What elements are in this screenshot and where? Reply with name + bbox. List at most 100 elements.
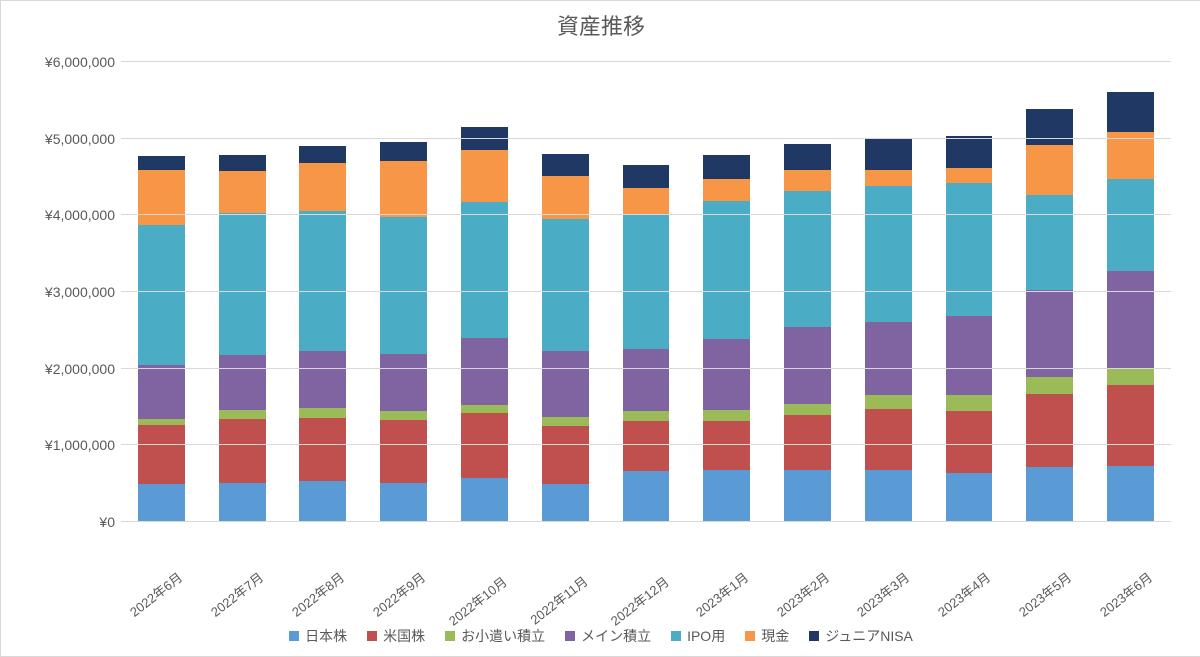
bar-segment-jp_stock [784,470,831,521]
bar-segment-us_stock [219,419,266,483]
bar-segment-okozukai [623,411,670,420]
y-axis-label: ¥2,000,000 [45,361,121,377]
bar-segment-jp_stock [138,484,185,521]
x-axis-label: 2023年2月 [821,529,882,582]
bar-segment-jp_stock [1107,466,1154,521]
legend-label: お小遣い積立 [461,626,545,646]
legend-item-ipo: IPO用 [671,626,725,646]
bar-segment-okozukai [1107,368,1154,385]
bar-segment-ipo [138,225,185,365]
gridline: ¥0 [121,521,1171,522]
bar-segment-jr_nisa [623,165,670,188]
bar-segment-main_tsum [946,316,993,395]
bar-segment-main_tsum [703,339,750,410]
gridline: ¥2,000,000 [121,368,1171,369]
bar-segment-jr_nisa [865,139,912,170]
bar-segment-ipo [946,183,993,316]
bar-segment-us_stock [380,420,427,483]
bar-segment-main_tsum [865,322,912,396]
asset-chart: 資産推移 ¥0¥1,000,000¥2,000,000¥3,000,000¥4,… [0,0,1200,657]
legend-label: 米国株 [383,626,425,646]
bar-segment-us_stock [138,425,185,484]
bar-segment-jr_nisa [703,155,750,179]
y-axis-label: ¥3,000,000 [45,284,121,300]
bar-segment-ipo [299,211,346,351]
bar-segment-ipo [461,202,508,338]
bar-segment-cash [138,170,185,225]
legend-swatch [289,631,299,641]
bar-segment-us_stock [542,426,589,484]
gridline: ¥1,000,000 [121,444,1171,445]
bar-segment-ipo [784,191,831,327]
bar-segment-jp_stock [623,471,670,521]
x-axis-label: 2023年3月 [901,529,962,582]
bar-segment-okozukai [865,395,912,409]
bar-segment-jp_stock [946,473,993,521]
x-axis-label: 2022年12月 [661,529,727,587]
legend-label: 日本株 [305,626,347,646]
bar-segment-us_stock [865,409,912,470]
bar-segment-okozukai [542,417,589,426]
bar-stack [542,154,589,521]
y-axis-label: ¥0 [99,514,121,530]
bar-segment-okozukai [946,395,993,410]
bar-segment-main_tsum [219,355,266,410]
bar-segment-cash [1107,132,1154,180]
bar-segment-okozukai [1026,377,1073,394]
bar-segment-jp_stock [461,478,508,521]
bar-stack [865,139,912,521]
bar-stack [1107,92,1154,521]
bar-segment-us_stock [1107,385,1154,466]
bar-segment-cash [380,161,427,218]
gridline: ¥5,000,000 [121,138,1171,139]
legend-label: ジュニアNISA [825,626,913,646]
bar-segment-jp_stock [1026,467,1073,521]
legend: 日本株米国株お小遣い積立メイン積立IPO用現金ジュニアNISA [1,626,1200,646]
bar-stack [784,144,831,521]
bar-segment-ipo [623,214,670,348]
bar-segment-okozukai [380,411,427,420]
bar-segment-us_stock [299,418,346,482]
bar-segment-ipo [219,213,266,355]
x-axis-label: 2022年8月 [336,529,397,582]
plot-area: ¥0 ¥1,000,000 ¥2,000,000 ¥3,000,000 ¥4,000,0… [121,61,1171,521]
legend-item-cash: 現金 [745,626,789,646]
bar-segment-cash [946,168,993,183]
bar-segment-main_tsum [299,351,346,409]
gridline: ¥4,000,000 [121,214,1171,215]
bar-segment-jr_nisa [380,142,427,161]
bar-segment-ipo [1107,179,1154,271]
bar-segment-us_stock [946,411,993,474]
bar-segment-us_stock [784,415,831,470]
bar-segment-jr_nisa [784,144,831,170]
legend-swatch [445,631,455,641]
bar-stack [1026,109,1073,521]
bar-segment-okozukai [784,404,831,416]
bar-segment-okozukai [703,410,750,421]
bar-segment-us_stock [623,421,670,472]
bar-segment-jp_stock [219,483,266,521]
x-axis-label: 2023年5月 [1063,529,1124,582]
bar-segment-ipo [542,219,589,351]
bar-segment-jr_nisa [138,156,185,170]
bar-segment-main_tsum [1107,271,1154,368]
bar-segment-ipo [380,217,427,353]
bar-segment-cash [219,171,266,212]
bar-stack [380,142,427,522]
bar-segment-okozukai [299,408,346,417]
gridline: ¥3,000,000 [121,291,1171,292]
legend-swatch [671,631,681,641]
bar-segment-us_stock [703,421,750,471]
x-axis-label: 2022年11月 [580,529,646,586]
gridline: ¥6,000,000 [121,61,1171,62]
legend-label: 現金 [761,626,789,646]
bar-stack [138,156,185,521]
x-axis-label: 2023年1月 [740,529,801,582]
legend-swatch [809,631,819,641]
bar-segment-main_tsum [380,354,427,411]
bar-segment-cash [784,170,831,191]
bar-stack [946,136,993,521]
legend-swatch [367,631,377,641]
y-axis-label: ¥6,000,000 [45,54,121,70]
bar-stack [461,127,508,521]
